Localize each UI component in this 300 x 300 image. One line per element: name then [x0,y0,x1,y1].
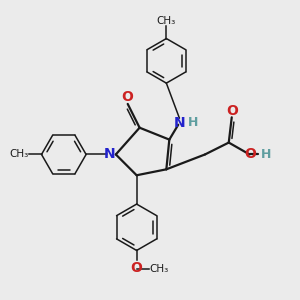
Text: O: O [121,90,133,104]
Text: O: O [244,148,256,161]
Text: N: N [103,147,115,160]
Text: O: O [226,104,238,118]
Text: H: H [261,148,271,161]
Text: CH₃: CH₃ [157,16,176,26]
Text: O: O [131,261,142,274]
Text: H: H [188,116,198,130]
Text: CH₃: CH₃ [9,149,28,160]
Text: CH₃: CH₃ [150,264,169,274]
Text: N: N [174,116,185,130]
